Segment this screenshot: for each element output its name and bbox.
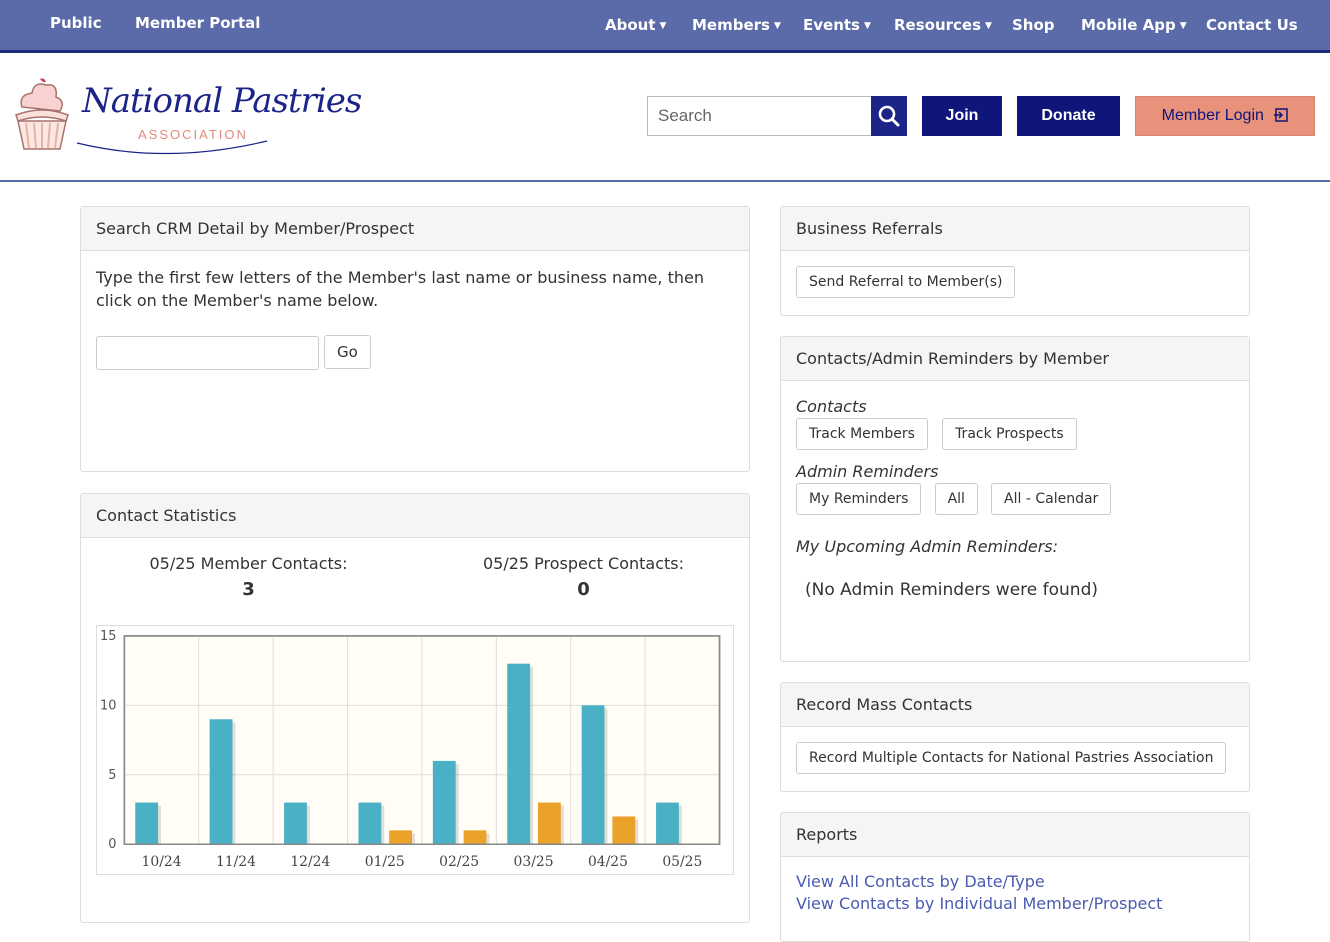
nav-contact-us-label: Contact Us (1206, 16, 1298, 34)
go-button[interactable]: Go (324, 335, 371, 369)
x-tick-label: 05/25 (662, 854, 702, 870)
upcoming-reminders-heading: My Upcoming Admin Reminders: (796, 537, 1059, 556)
logo-title: National Pastries (82, 81, 362, 121)
x-tick-label: 01/25 (365, 854, 405, 870)
chevron-down-icon: ▼ (773, 21, 781, 31)
admin-reminders-panel: Contacts/Admin Reminders by Member Conta… (780, 336, 1250, 662)
x-tick-label: 10/24 (142, 854, 182, 870)
chevron-down-icon: ▼ (863, 21, 871, 31)
member-bar (581, 705, 605, 845)
crm-search-instructions: Type the first few letters of the Member… (96, 268, 704, 310)
contact-statistics-title: Contact Statistics (81, 494, 749, 538)
login-icon (1274, 108, 1289, 122)
member-search-input[interactable] (96, 336, 319, 370)
my-reminders-button[interactable]: My Reminders (796, 483, 922, 515)
contact-statistics-panel: Contact Statistics 05/25 Member Contacts… (80, 493, 750, 923)
contacts-heading: Contacts (796, 397, 867, 416)
business-referrals-panel: Business Referrals Send Referral to Memb… (780, 206, 1250, 316)
y-tick-label: 10 (100, 698, 116, 713)
chevron-down-icon: ▼ (985, 21, 992, 31)
member-bar (284, 802, 307, 845)
prospect-bar (389, 830, 413, 845)
business-referrals-title: Business Referrals (781, 207, 1249, 251)
member-bar (507, 663, 531, 845)
search-input[interactable] (647, 96, 872, 136)
logo-swoosh (76, 140, 268, 155)
track-prospects-button[interactable]: Track Prospects (942, 418, 1077, 450)
x-tick-label: 02/25 (439, 854, 479, 870)
report-link-by-member[interactable]: View Contacts by Individual Member/Prosp… (796, 894, 1163, 913)
donate-button[interactable]: Donate (1017, 96, 1120, 136)
member-contacts-value: 3 (242, 579, 255, 600)
reports-panel: Reports View All Contacts by Date/Type V… (780, 812, 1250, 942)
plot-frame (123, 635, 721, 845)
prospect-bar (463, 830, 487, 845)
top-nav-bar: Public Member Portal About ▼ Members ▼ Eve… (0, 0, 1330, 53)
nav-shop-label: Shop (1012, 16, 1055, 34)
chevron-down-icon: ▼ (659, 21, 667, 31)
admin-reminders-heading: Admin Reminders (796, 462, 939, 481)
nav-contact-us[interactable]: Contact Us (1206, 16, 1298, 34)
chevron-down-icon: ▼ (1179, 21, 1187, 31)
nav-resources[interactable]: Resources ▼ (894, 16, 992, 34)
member-bar (135, 802, 159, 845)
nav-about-label: About (605, 16, 656, 34)
prospect-bar (612, 816, 636, 845)
contact-statistics-chart: 0 5 10 15 10/24 11/24 12/24 01/25 02/25 03/25 04/2… (96, 625, 734, 875)
join-button[interactable]: Join (922, 96, 1002, 136)
crm-search-title: Search CRM Detail by Member/Prospect (81, 207, 749, 251)
member-login-label: Member Login (1161, 107, 1264, 124)
search-button[interactable] (871, 96, 907, 136)
record-multiple-contacts-button[interactable]: Record Multiple Contacts for National Pa… (796, 742, 1227, 774)
nav-events-label: Events (803, 16, 860, 34)
cupcake-icon (15, 78, 69, 150)
x-tick-label: 12/24 (290, 854, 330, 870)
y-tick-label: 0 (108, 837, 116, 852)
member-bar (656, 802, 679, 845)
member-contacts-label: 05/25 Member Contacts: (149, 554, 348, 573)
member-bar (358, 802, 382, 845)
admin-reminders-title: Contacts/Admin Reminders by Member (781, 337, 1249, 381)
x-tick-label: 03/25 (514, 854, 554, 870)
nav-member-portal[interactable]: Member Portal (135, 14, 261, 32)
reports-title: Reports (781, 813, 1249, 857)
report-link-all-contacts[interactable]: View All Contacts by Date/Type (796, 872, 1045, 891)
nav-members[interactable]: Members ▼ (692, 16, 781, 34)
all-calendar-button[interactable]: All - Calendar (991, 483, 1112, 515)
no-reminders-message: (No Admin Reminders were found) (805, 580, 1099, 600)
member-bar (209, 719, 233, 845)
all-reminders-button[interactable]: All (934, 483, 978, 515)
x-tick-label: 11/24 (216, 854, 256, 870)
logo-subtitle: ASSOCIATION (138, 127, 248, 142)
nav-resources-label: Resources (894, 16, 982, 34)
site-logo[interactable]: National Pastries ASSOCIATION (12, 75, 362, 155)
mass-contacts-panel: Record Mass Contacts Record Multiple Con… (780, 682, 1250, 792)
prospect-contacts-label: 05/25 Prospect Contacts: (482, 554, 685, 573)
mass-contacts-title: Record Mass Contacts (781, 683, 1249, 727)
nav-public[interactable]: Public (50, 14, 102, 32)
site-header: National Pastries ASSOCIATION Join Donat… (0, 53, 1330, 182)
nav-events[interactable]: Events ▼ (803, 16, 871, 34)
x-tick-label: 04/25 (588, 854, 628, 870)
y-tick-label: 15 (100, 629, 116, 644)
nav-mobile-app[interactable]: Mobile App ▼ (1081, 16, 1187, 34)
track-members-button[interactable]: Track Members (796, 418, 928, 450)
prospect-bar (538, 802, 561, 845)
nav-members-label: Members (692, 16, 770, 34)
nav-mobile-app-label: Mobile App (1081, 16, 1176, 34)
search-icon (878, 105, 900, 127)
y-tick-label: 5 (108, 768, 116, 783)
member-login-button[interactable]: Member Login (1135, 96, 1315, 136)
member-bar (432, 760, 456, 845)
send-referral-button[interactable]: Send Referral to Member(s) (796, 266, 1016, 298)
crm-search-panel: Search CRM Detail by Member/Prospect Typ… (80, 206, 750, 472)
nav-about[interactable]: About ▼ (605, 16, 666, 34)
prospect-contacts-value: 0 (577, 579, 590, 600)
nav-shop[interactable]: Shop (1012, 16, 1055, 34)
